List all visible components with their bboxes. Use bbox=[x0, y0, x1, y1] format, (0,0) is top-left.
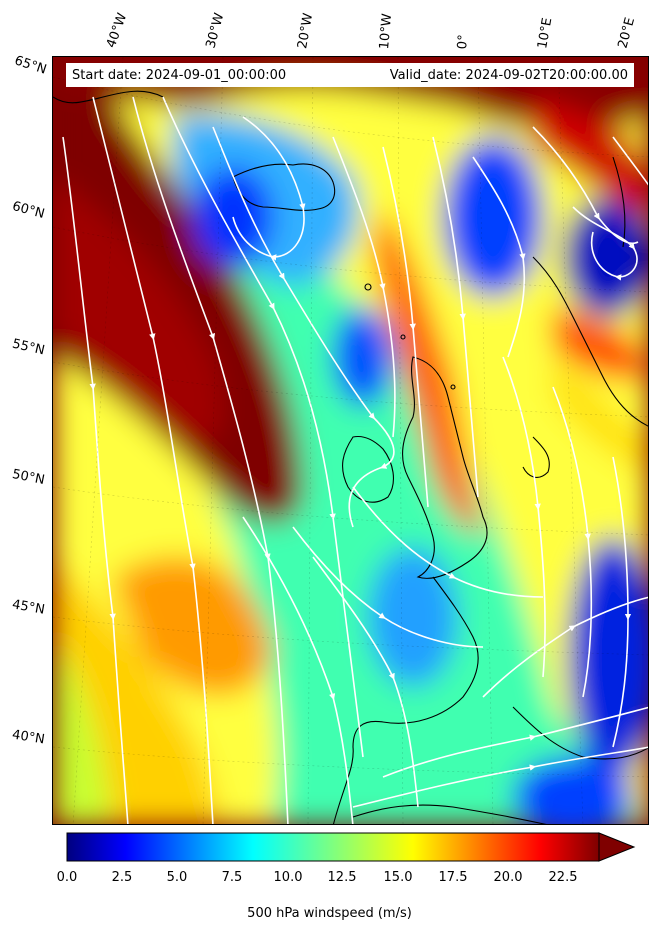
lon-label-30w: 30°W bbox=[203, 11, 228, 50]
graticule bbox=[53, 57, 648, 824]
valid-date-label: Valid_date: 2024-09-02T20:00:00.00 bbox=[389, 67, 628, 83]
colorbar-tick: 7.5 bbox=[221, 870, 243, 885]
lat-label-65n: 65°N bbox=[12, 53, 49, 78]
colorbar-tick: 2.5 bbox=[111, 870, 133, 885]
lon-label-20e: 20°E bbox=[615, 15, 639, 51]
lon-label-40w: 40°W bbox=[103, 11, 131, 50]
streamlines bbox=[62, 96, 648, 824]
lon-label-20w: 20°W bbox=[295, 12, 317, 51]
colorbar-tick: 10.0 bbox=[273, 870, 303, 885]
lat-label-50n: 50°N bbox=[10, 467, 46, 488]
colorbar-tick: 5.0 bbox=[166, 870, 188, 885]
colorbar-tick: 15.0 bbox=[383, 870, 413, 885]
wind-speed-map bbox=[52, 56, 649, 825]
coastlines bbox=[53, 90, 648, 824]
colorbar-tick: 20.0 bbox=[493, 870, 523, 885]
colorbar-tick: 12.5 bbox=[327, 870, 357, 885]
map-header: Start date: 2024-09-01_00:00:00 Valid_da… bbox=[66, 63, 634, 87]
start-date-label: Start date: 2024-09-01_00:00:00 bbox=[72, 67, 287, 83]
colorbar-tick: 17.5 bbox=[438, 870, 468, 885]
colorbar-tick: 0.0 bbox=[56, 870, 78, 885]
colorbar-extend-arrow bbox=[598, 832, 636, 862]
speed-field bbox=[53, 57, 648, 824]
lat-label-60n: 60°N bbox=[10, 199, 47, 222]
colorbar bbox=[66, 832, 636, 862]
lat-label-40n: 40°N bbox=[11, 727, 46, 748]
lat-label-45n: 45°N bbox=[10, 597, 46, 618]
lon-label-0: 0° bbox=[455, 33, 472, 50]
lon-label-10w: 10°W bbox=[377, 12, 396, 50]
colorbar-label: 500 hPa windspeed (m/s) bbox=[247, 906, 412, 921]
colorbar-tick: 22.5 bbox=[548, 870, 578, 885]
wind-field-layer bbox=[53, 57, 648, 824]
lon-label-10e: 10°E bbox=[535, 16, 556, 51]
lat-label-55n: 55°N bbox=[10, 336, 47, 359]
colorbar-gradient bbox=[66, 832, 600, 862]
